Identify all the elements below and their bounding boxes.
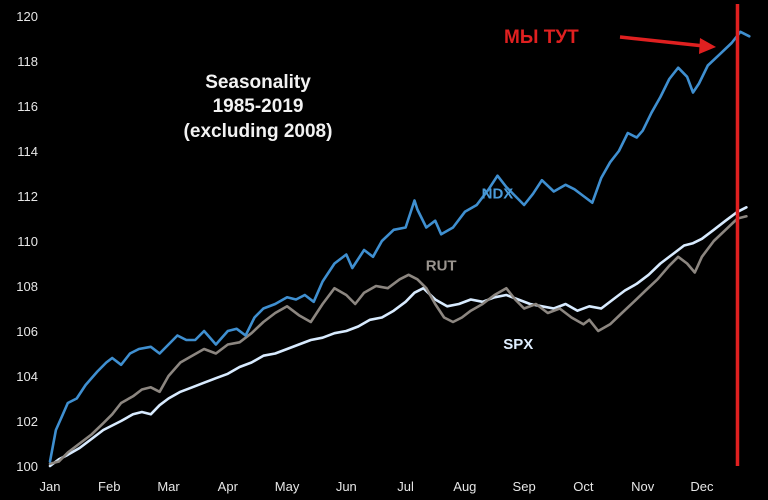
- y-tick-label: 108: [16, 279, 38, 294]
- y-tick-label: 118: [17, 54, 38, 69]
- x-axis-ticks: Jan Feb Mar Apr May Jun Jul Aug Sep Oct Nov Dec: [40, 479, 714, 494]
- y-tick-label: 102: [16, 414, 38, 429]
- series-label-ndx: NDX: [482, 185, 514, 202]
- y-tick-label: 100: [16, 459, 38, 474]
- y-tick-label: 110: [17, 234, 38, 249]
- y-tick-label: 104: [16, 369, 38, 384]
- chart-title: Seasonality 1985-2019 (excluding 2008): [184, 72, 333, 142]
- x-tick-label: Jun: [336, 479, 357, 494]
- series-lines: [48, 30, 751, 468]
- series-line-spx: [48, 206, 748, 468]
- series-label-spx: SPX: [503, 336, 533, 353]
- x-tick-label: Feb: [98, 479, 120, 494]
- x-tick-label: Jul: [397, 479, 414, 494]
- x-tick-label: May: [275, 479, 300, 494]
- y-axis-ticks: 100 102 104 106 108 110 112 114 116 118 120: [16, 9, 38, 474]
- x-tick-label: Aug: [453, 479, 476, 494]
- y-tick-label: 114: [17, 144, 38, 159]
- x-tick-label: Dec: [690, 479, 714, 494]
- annotation-group: МЫ ТУТ: [504, 27, 716, 54]
- y-tick-label: 120: [16, 9, 38, 24]
- x-tick-label: Nov: [631, 479, 655, 494]
- x-tick-label: Oct: [573, 479, 594, 494]
- y-tick-label: 112: [17, 189, 38, 204]
- x-tick-label: Sep: [513, 479, 536, 494]
- y-tick-label: 106: [16, 324, 38, 339]
- annotation-label: МЫ ТУТ: [504, 27, 579, 48]
- series-label-rut: RUT: [426, 257, 457, 274]
- title-line-1: Seasonality: [205, 72, 311, 93]
- series-line-ndx: [48, 30, 751, 463]
- title-line-3: (excluding 2008): [184, 121, 333, 142]
- series-line-rut: [48, 215, 748, 466]
- annotation-arrow: [619, 35, 705, 48]
- y-tick-label: 116: [17, 99, 38, 114]
- annotation-arrow-head-icon: [699, 38, 716, 54]
- x-tick-label: Apr: [218, 479, 239, 494]
- title-line-2: 1985-2019: [213, 96, 304, 117]
- series-labels: NDX RUT SPX: [426, 185, 533, 353]
- x-tick-label: Mar: [157, 479, 180, 494]
- x-tick-label: Jan: [40, 479, 61, 494]
